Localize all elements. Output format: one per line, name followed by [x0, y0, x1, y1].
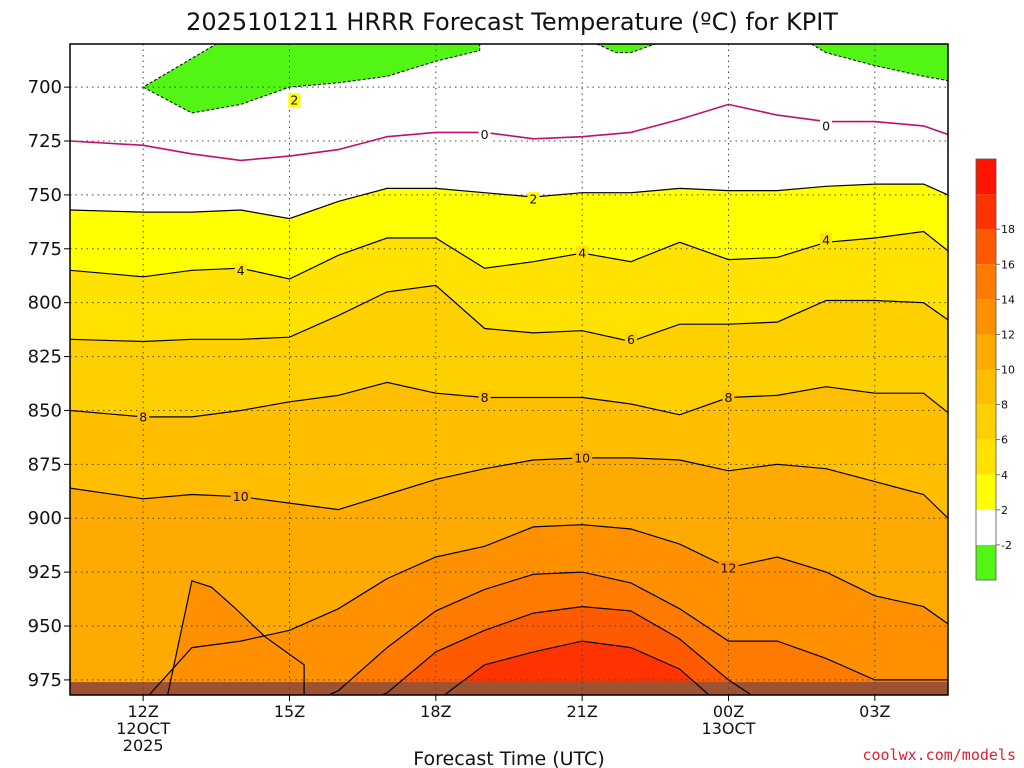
contour-label-bg: [576, 246, 589, 261]
x-tick-label-2025: 2025: [123, 736, 164, 755]
contour-label-10: 10: [574, 450, 590, 465]
contour-label-bg: [137, 409, 150, 424]
colorbar-segment-14: [976, 264, 996, 300]
isotherm-18c: [443, 640, 710, 695]
y-tick-label-900: 900: [28, 508, 62, 529]
x-tick-label-13oct: 13OCT: [702, 719, 756, 738]
contour-label-8: 8: [725, 390, 733, 405]
ground-band: [70, 682, 948, 695]
contour-label-bg: [820, 118, 833, 133]
cold-pool-minus2c-2: [810, 44, 948, 82]
contour-label-bg: [478, 390, 491, 405]
contour-label-4: 4: [237, 263, 245, 278]
contour-label-0: 0: [481, 127, 489, 142]
warm-pocket-12c-fill: [167, 580, 305, 695]
contour-label-bg: [288, 93, 301, 108]
isotherm-12c: [148, 524, 948, 695]
watermark: coolwx.com/models: [862, 746, 1016, 764]
colorbar-segment-16: [976, 229, 996, 265]
contour-label-bg: [230, 489, 251, 504]
x-tick-label-12oct: 12OCT: [116, 719, 170, 738]
isotherm-14c: [327, 571, 948, 695]
temp-band-18c: [444, 641, 710, 695]
contour-label-6: 6: [627, 332, 635, 347]
x-tick-label-03z: 03Z: [859, 702, 890, 721]
contour-label-bg: [234, 263, 247, 278]
y-tick-label-775: 775: [28, 239, 62, 260]
colorbar-segment-6: [976, 404, 996, 440]
x-tick-label-12z: 12Z: [128, 702, 159, 721]
plot-area: [70, 44, 948, 695]
colorbar-label-2: 2: [1001, 504, 1008, 517]
contour-label-bg: [722, 390, 735, 405]
y-tick-label-850: 850: [28, 400, 62, 421]
y-tick-label-725: 725: [28, 131, 62, 152]
colorbar-label-12: 12: [1001, 328, 1015, 341]
y-tick-label-700: 700: [28, 77, 62, 98]
colorbar-segment--4: [976, 544, 996, 580]
colorbar-label-6: 6: [1001, 434, 1008, 447]
colorbar-segment-10: [976, 334, 996, 370]
y-tick-label-750: 750: [28, 185, 62, 206]
colorbar-label-4: 4: [1001, 469, 1008, 482]
contour-label-bg: [624, 332, 637, 347]
contour-label-bg: [718, 560, 739, 575]
y-tick-label-875: 875: [28, 454, 62, 475]
colorbar-label-10: 10: [1001, 364, 1015, 377]
contour-label-2: 2: [290, 93, 298, 108]
contour-label-0: 0: [822, 118, 830, 133]
colorbar-segment--2: [976, 509, 996, 545]
contour-label-4: 4: [578, 246, 586, 261]
contour-label-8: 8: [481, 390, 489, 405]
contour-label-2: 2: [529, 192, 537, 207]
x-tick-label-15z: 15Z: [274, 702, 305, 721]
colorbar-segment-20: [976, 159, 996, 195]
colorbar-segment-4: [976, 439, 996, 475]
colorbar-label-14: 14: [1001, 293, 1015, 306]
y-tick-label-950: 950: [28, 616, 62, 637]
cold-pool-minus2c-0: [142, 44, 481, 114]
colorbar-segment-8: [976, 369, 996, 405]
contour-label-8: 8: [139, 409, 147, 424]
contour-label-4: 4: [822, 233, 830, 248]
colorbar-segment-2: [976, 474, 996, 510]
isotherm-12c-warm-pocket: [166, 580, 305, 695]
colorbar-segment-12: [976, 299, 996, 335]
contour-label-bg: [478, 127, 491, 142]
isotherm-6c: [70, 284, 948, 343]
isotherm-8c: [70, 381, 948, 418]
contour-label-12: 12: [721, 560, 737, 575]
cold-pool-minus2c-1: [596, 44, 675, 54]
colorbar-segment-18: [976, 194, 996, 230]
y-tick-label-975: 975: [28, 670, 62, 691]
contour-label-10: 10: [233, 489, 249, 504]
colorbar-label-8: 8: [1001, 399, 1008, 412]
contour-label-bg: [527, 192, 540, 207]
contour-label-bg: [820, 233, 833, 248]
x-tick-label-21z: 21Z: [567, 702, 598, 721]
isotherm-16c: [379, 605, 753, 695]
x-axis-label: Forecast Time (UTC): [413, 748, 604, 768]
plot-frame: [69, 43, 949, 696]
colorbar-label-16: 16: [1001, 258, 1015, 271]
chart-title: 2025101211 HRRR Forecast Temperature (ºC…: [186, 8, 838, 36]
y-tick-label-800: 800: [28, 293, 62, 314]
x-tick-label-00z: 00Z: [713, 702, 744, 721]
y-tick-label-825: 825: [28, 347, 62, 368]
colorbar-label--2: -2: [1001, 539, 1012, 552]
colorbar-label-18: 18: [1001, 223, 1015, 236]
x-tick-label-18z: 18Z: [420, 702, 451, 721]
contour-label-bg: [572, 450, 593, 465]
y-tick-label-925: 925: [28, 562, 62, 583]
